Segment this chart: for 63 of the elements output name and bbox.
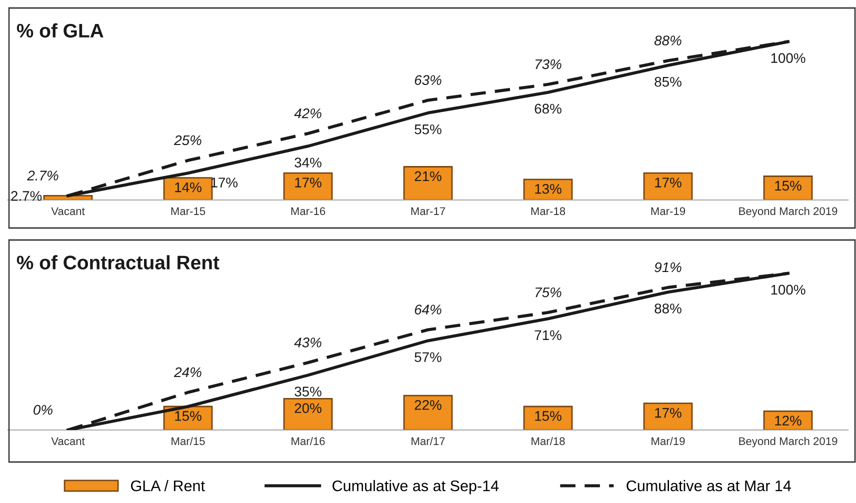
bar [523,178,573,200]
x-tick-label: Mar/19 [652,436,685,446]
data-label: 17% [295,178,322,188]
x-tick-label: Vacant [51,437,85,446]
data-label: 64% [414,304,442,314]
bar [283,398,333,430]
data-label: 21% [414,171,442,182]
legend-label: Cumulative as at Mar 14 [626,480,792,492]
data-label: 0% [34,404,52,415]
data-label: 35% [294,386,322,396]
data-label: 88% [654,304,682,314]
bar [403,394,453,430]
x-tick-label: Mar-16 [291,207,326,216]
data-label: 13% [535,184,562,194]
data-label: 34% [294,158,322,168]
bar [643,172,693,200]
x-tick-label: Mar-17 [411,207,446,216]
bar [523,406,573,430]
data-label: 15% [175,411,202,421]
data-label: 20% [294,403,322,414]
data-label: 2.7% [27,170,58,180]
x-tick-label: Vacant [51,207,85,216]
data-label: 12% [775,416,802,426]
data-label: 57% [414,352,442,362]
data-label: 17% [655,178,682,188]
data-label: 88% [654,36,682,46]
data-label: 55% [414,124,442,134]
data-label: 68% [534,104,562,114]
data-label: 24% [174,367,202,378]
data-label: 73% [536,59,562,70]
text: % of Contractual Rent [16,255,220,270]
data-label: 15% [775,180,802,191]
x-tick-label: Mar-19 [651,207,686,216]
bar [283,172,333,200]
data-label: 25% [174,135,202,146]
data-label: 17% [655,408,682,418]
data-label: 15% [535,411,562,421]
bar [403,166,453,200]
data-label: 71% [534,330,562,340]
data-label: 100% [771,53,806,63]
x-tick-label: Mar/15 [172,436,205,446]
legend-label: Cumulative as at Sep-14 [332,480,499,494]
x-tick-label: Mar-15 [171,207,206,216]
x-tick-label: Mar/16 [292,436,325,446]
data-label: 85% [654,76,682,87]
data-label: 43% [294,338,322,348]
data-label: 75% [536,287,562,298]
legend-label: GLA / Rent [131,480,205,492]
bar [763,176,813,200]
x-tick-label: Mar/18 [532,436,565,446]
x-tick-label: Mar/17 [412,436,445,446]
data-label: 2.7% [11,191,42,201]
x-tick-label: Mar-18 [531,207,566,216]
data-label: 63% [414,75,442,86]
data-label: 42% [294,108,322,118]
text: % of GLA [16,23,104,38]
data-label: 100% [771,284,806,295]
x-tick-label: Beyond March 2019 [739,206,838,218]
bar [643,402,693,430]
data-label: 91% [654,262,682,272]
x-tick-label: Beyond March 2019 [739,436,838,448]
data-label: 14% [175,182,202,192]
data-label: 22% [414,400,442,410]
